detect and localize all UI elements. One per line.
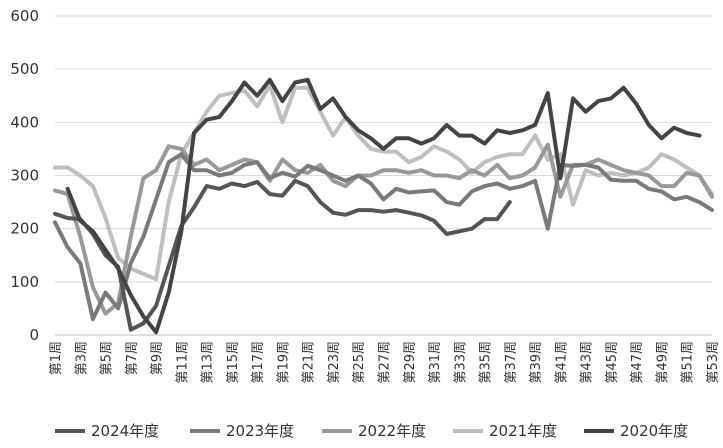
- x-tick-label: 第7周: [125, 341, 140, 375]
- series-line-5: [65, 77, 702, 335]
- y-axis: 0 100 200 300 400 500 600: [10, 7, 39, 344]
- x-tick-label: 第21周: [302, 341, 317, 384]
- x-tick-label: 第17周: [251, 341, 266, 384]
- y-tick-label: 200: [10, 220, 39, 238]
- x-tick-label: 第13周: [201, 341, 216, 384]
- grid: [55, 15, 712, 336]
- y-tick-label: 100: [10, 273, 39, 291]
- x-tick-label: 第23周: [327, 341, 342, 384]
- x-tick-label: 第5周: [100, 341, 115, 375]
- x-tick-label: 第25周: [352, 341, 367, 384]
- series-line-2: [53, 152, 714, 322]
- x-tick-label: 第3周: [74, 341, 89, 375]
- x-tick-label: 第41周: [554, 341, 569, 384]
- x-tick-label: 第45周: [605, 341, 620, 384]
- legend-label: 2021年度: [489, 422, 557, 440]
- x-tick-label: 第15周: [226, 341, 241, 384]
- x-tick-label: 第33周: [453, 341, 468, 384]
- series-line-4: [53, 83, 714, 282]
- legend-label: 2020年度: [620, 422, 688, 440]
- x-tick-label: 第49周: [655, 341, 670, 384]
- legend-label: 2023年度: [226, 422, 294, 440]
- y-tick-label: 0: [29, 326, 39, 344]
- x-tick-label: 第53周: [706, 341, 721, 384]
- x-tick-label: 第43周: [580, 341, 595, 384]
- series-line-1: [53, 178, 512, 332]
- x-tick-label: 第35周: [479, 341, 494, 384]
- y-tick-label: 600: [10, 7, 39, 25]
- series-lines: [53, 77, 714, 335]
- series-line-3: [53, 142, 714, 316]
- x-tick-label: 第19周: [276, 341, 291, 384]
- x-tick-label: 第31周: [428, 341, 443, 384]
- legend: 2024年度 2023年度 2022年度 2021年度 2020年度: [55, 422, 688, 440]
- x-tick-label: 第27周: [378, 341, 393, 384]
- legend-label: 2022年度: [358, 422, 426, 440]
- x-tick-label: 第39周: [529, 341, 544, 384]
- x-tick-label: 第37周: [504, 341, 519, 384]
- x-tick-label: 第11周: [175, 341, 190, 384]
- x-tick-label: 第51周: [681, 341, 696, 384]
- x-tick-label: 第47周: [630, 341, 645, 384]
- y-tick-label: 300: [10, 167, 39, 185]
- x-tick-label: 第29周: [403, 341, 418, 384]
- legend-label: 2024年度: [91, 422, 159, 440]
- x-tick-label: 第1周: [49, 341, 64, 375]
- x-tick-label: 第9周: [150, 341, 165, 375]
- x-axis: 第1周 第3周 第5周 第7周 第9周 第11周 第13周 第15周 第17周 第19周 第21周第…: [49, 334, 721, 384]
- y-tick-label: 500: [10, 60, 39, 78]
- y-tick-label: 400: [10, 113, 39, 131]
